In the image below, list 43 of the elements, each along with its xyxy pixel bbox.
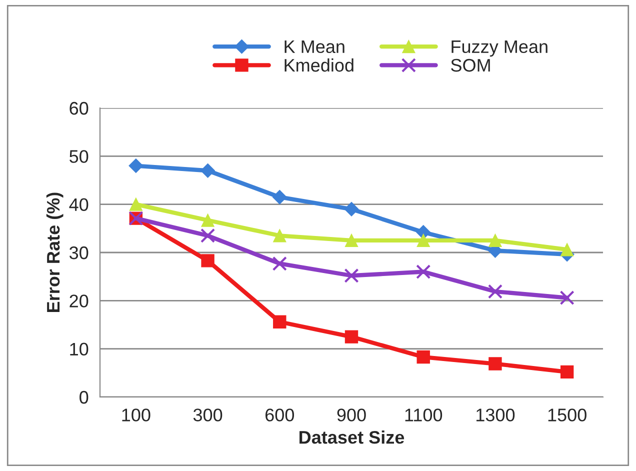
legend-label: Fuzzy Mean (452, 40, 548, 57)
point (273, 315, 286, 328)
y-tick-label: 0 (80, 390, 88, 404)
point (200, 228, 216, 243)
y-tick-label: 40 (69, 198, 88, 212)
point (416, 350, 430, 364)
x-tick-label: 1300 (476, 408, 515, 422)
x-tick-label: 1100 (405, 408, 442, 422)
y-tick-label: 50 (70, 150, 88, 163)
y-axis-title: Error Rate (%) (46, 192, 64, 312)
x-tick-label: 100 (122, 408, 150, 422)
point (272, 256, 287, 271)
point (273, 229, 286, 242)
point (201, 254, 214, 268)
y-tick-label: 10 (70, 342, 88, 356)
x-tick-label: 300 (193, 408, 222, 422)
point (344, 202, 359, 216)
point (201, 214, 214, 227)
point (416, 264, 431, 280)
y-tick-label: 20 (70, 294, 88, 308)
point (560, 290, 574, 306)
x-axis-title: Dataset Size (300, 430, 404, 444)
point (344, 234, 358, 248)
point (128, 158, 144, 174)
point (272, 190, 287, 204)
point (488, 284, 503, 299)
point (488, 234, 502, 248)
x-tick-label: 900 (337, 408, 366, 422)
point (344, 330, 358, 344)
point (129, 198, 143, 211)
point (416, 234, 430, 248)
y-tick-label: 30 (69, 246, 88, 260)
legend-label: SOM (451, 58, 490, 72)
y-tick-label: 60 (70, 102, 88, 115)
x-tick-label: 1500 (548, 408, 586, 422)
x-tick-label: 600 (266, 408, 294, 422)
legend-label: Kmediod (284, 58, 354, 72)
legend-label: K Mean (284, 40, 344, 54)
point (200, 163, 216, 178)
point (560, 365, 574, 379)
point (560, 243, 574, 256)
point (344, 268, 359, 283)
point (488, 357, 502, 370)
